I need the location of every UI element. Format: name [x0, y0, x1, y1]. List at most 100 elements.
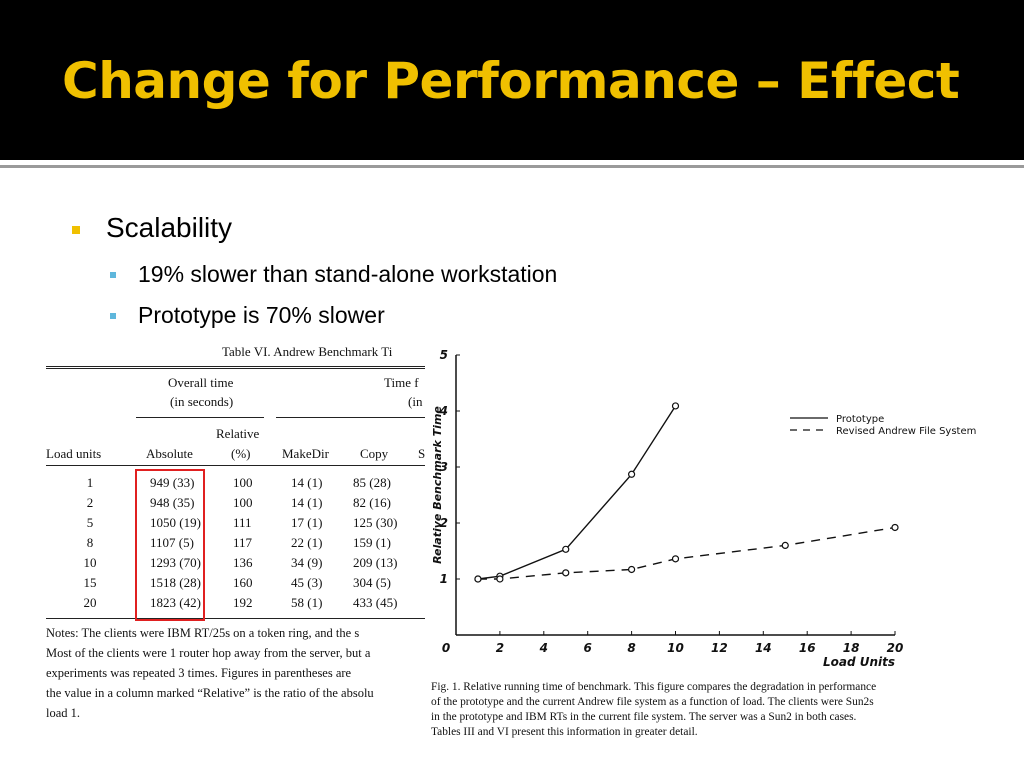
absolute-column-highlight: [135, 469, 205, 621]
table-cell-relative: 100: [233, 475, 253, 490]
notes-line: experiments was repeated 3 times. Figure…: [46, 666, 352, 680]
data-point: [891, 523, 899, 532]
table-cell-load: 1: [86, 475, 94, 490]
bullet-square-icon: [110, 272, 116, 278]
col-relative-unit: (%): [231, 446, 251, 461]
benchmark-figure: 0 2 4 6 8 10 12 14 16 18 20 1 2 3 4 5 Load Units Relative…: [425, 338, 1015, 750]
table-cell-load: 15: [83, 575, 97, 590]
table-cell-copy: 433 (45): [353, 595, 398, 610]
table-cell-absolute: 949 (33): [150, 475, 195, 490]
table-cell-relative: 100: [233, 495, 253, 510]
table-cell-relative: 136: [233, 555, 253, 570]
table-cell-load: 8: [86, 535, 94, 550]
sub-bullet-text: Prototype is 70% slower: [138, 302, 385, 328]
table-cell-absolute: 1107 (5): [150, 535, 194, 550]
data-point: [781, 541, 789, 549]
slide-title: Change for Performance – Effect: [62, 52, 960, 110]
table-cell-makedir: 34 (9): [291, 555, 323, 570]
group-time-for-sub: (in: [408, 394, 423, 409]
data-point: [562, 545, 570, 553]
table-cell-makedir: 22 (1): [291, 535, 323, 550]
bullet-square-icon: [110, 313, 116, 319]
col-makedir: MakeDir: [282, 446, 329, 461]
group-underline-overall: [136, 417, 264, 418]
series-line-revised-afs: [477, 526, 896, 580]
caption-line: of the prototype and the current Andrew …: [431, 696, 874, 708]
table-cell-copy: 82 (16): [353, 495, 391, 510]
benchmark-table: Table VI. Andrew Benchmark Ti Overall ti…: [40, 338, 425, 728]
title-bar: Change for Performance – Effect: [0, 0, 1024, 160]
data-point: [671, 555, 680, 563]
sub-bullet-text: 19% slower than stand-alone workstation: [138, 261, 558, 287]
table-cell-absolute: 1823 (42): [150, 595, 201, 610]
figure-caption: Fig. 1. Relative running time of benchma…: [431, 680, 991, 740]
data-point: [628, 470, 636, 478]
data-point: [671, 402, 680, 410]
x-tick-label: 6: [584, 641, 592, 655]
x-tick-label: 20: [887, 641, 904, 655]
x-tick-label: 4: [539, 641, 548, 655]
table-top-rule: [46, 366, 425, 367]
notes-line: Most of the clients were 1 router hop aw…: [46, 646, 371, 660]
table-cell-copy: 85 (28): [353, 475, 391, 490]
table-bottom-rule: [46, 618, 425, 619]
notes-line: load 1.: [46, 706, 81, 720]
y-tick-label: 4: [439, 404, 448, 418]
caption-line: Tables III and VI present this informati…: [431, 726, 698, 738]
table-cell-makedir: 14 (1): [291, 475, 323, 490]
col-relative: Relative: [216, 426, 260, 441]
group-underline-time: [276, 417, 425, 418]
y-tick-label: 3: [440, 460, 448, 474]
x-tick-label: 8: [627, 641, 635, 655]
table-cell-makedir: 17 (1): [291, 515, 323, 530]
col-absolute: Absolute: [146, 446, 193, 461]
group-overall-time-sub: (in seconds): [170, 394, 234, 409]
y-tick-label: 2: [440, 516, 448, 530]
table-top-rule-2: [46, 368, 425, 369]
notes-line: Notes: The clients were IBM RT/25s on a …: [46, 626, 360, 640]
title-divider-shadow: [0, 165, 1024, 168]
x-tick-label: 14: [755, 641, 772, 655]
y-axis-label: Relative Benchmark Time: [431, 406, 444, 564]
notes-line: the value in a column marked “Relative” …: [46, 686, 374, 700]
group-time-for: Time f: [384, 375, 419, 390]
x-tick-label: 18: [843, 641, 860, 655]
table-cell-load: 5: [86, 515, 94, 530]
table-cell-copy: 304 (5): [353, 575, 391, 590]
table-cell-copy: 125 (30): [353, 515, 398, 530]
col-truncated: S: [418, 446, 425, 461]
table-cell-copy: 209 (13): [353, 555, 398, 570]
data-point: [562, 569, 570, 577]
table-cell-copy: 159 (1): [353, 535, 391, 550]
table-cell-absolute: 1293 (70): [150, 555, 201, 570]
table-cell-load: 10: [83, 555, 97, 570]
x-tick-label: 2: [496, 641, 504, 655]
table-caption: Table VI. Andrew Benchmark Ti: [222, 344, 393, 359]
table-cell-makedir: 58 (1): [291, 595, 323, 610]
x-tick-label: 10: [667, 641, 684, 655]
data-point: [496, 575, 504, 583]
data-point: [474, 575, 482, 583]
caption-line: Fig. 1. Relative running time of benchma…: [431, 681, 877, 693]
caption-line: in the prototype and IBM RTs in the curr…: [431, 711, 857, 723]
table-cell-makedir: 14 (1): [291, 495, 323, 510]
group-overall-time: Overall time: [168, 375, 234, 390]
table-header-rule: [46, 465, 425, 466]
x-axis-label: Load Units: [823, 655, 895, 669]
col-copy: Copy: [360, 446, 389, 461]
table-cell-load: 20: [83, 595, 97, 610]
series-line-prototype: [477, 405, 677, 580]
bullet-text: Scalability: [106, 212, 233, 243]
table-cell-absolute: 1050 (19): [150, 515, 201, 530]
title-divider: [0, 160, 1024, 165]
legend-label: Revised Andrew File System: [836, 426, 976, 437]
x-tick-label: 16: [799, 641, 816, 655]
data-point: [628, 565, 636, 574]
x-tick-label: 12: [711, 641, 728, 655]
table-cell-absolute: 1518 (28): [150, 575, 201, 590]
bullet-square-icon: [72, 226, 80, 234]
table-cell-makedir: 45 (3): [291, 575, 323, 590]
table-cell-relative: 192: [233, 595, 253, 610]
y-tick-label: 1: [440, 572, 448, 586]
